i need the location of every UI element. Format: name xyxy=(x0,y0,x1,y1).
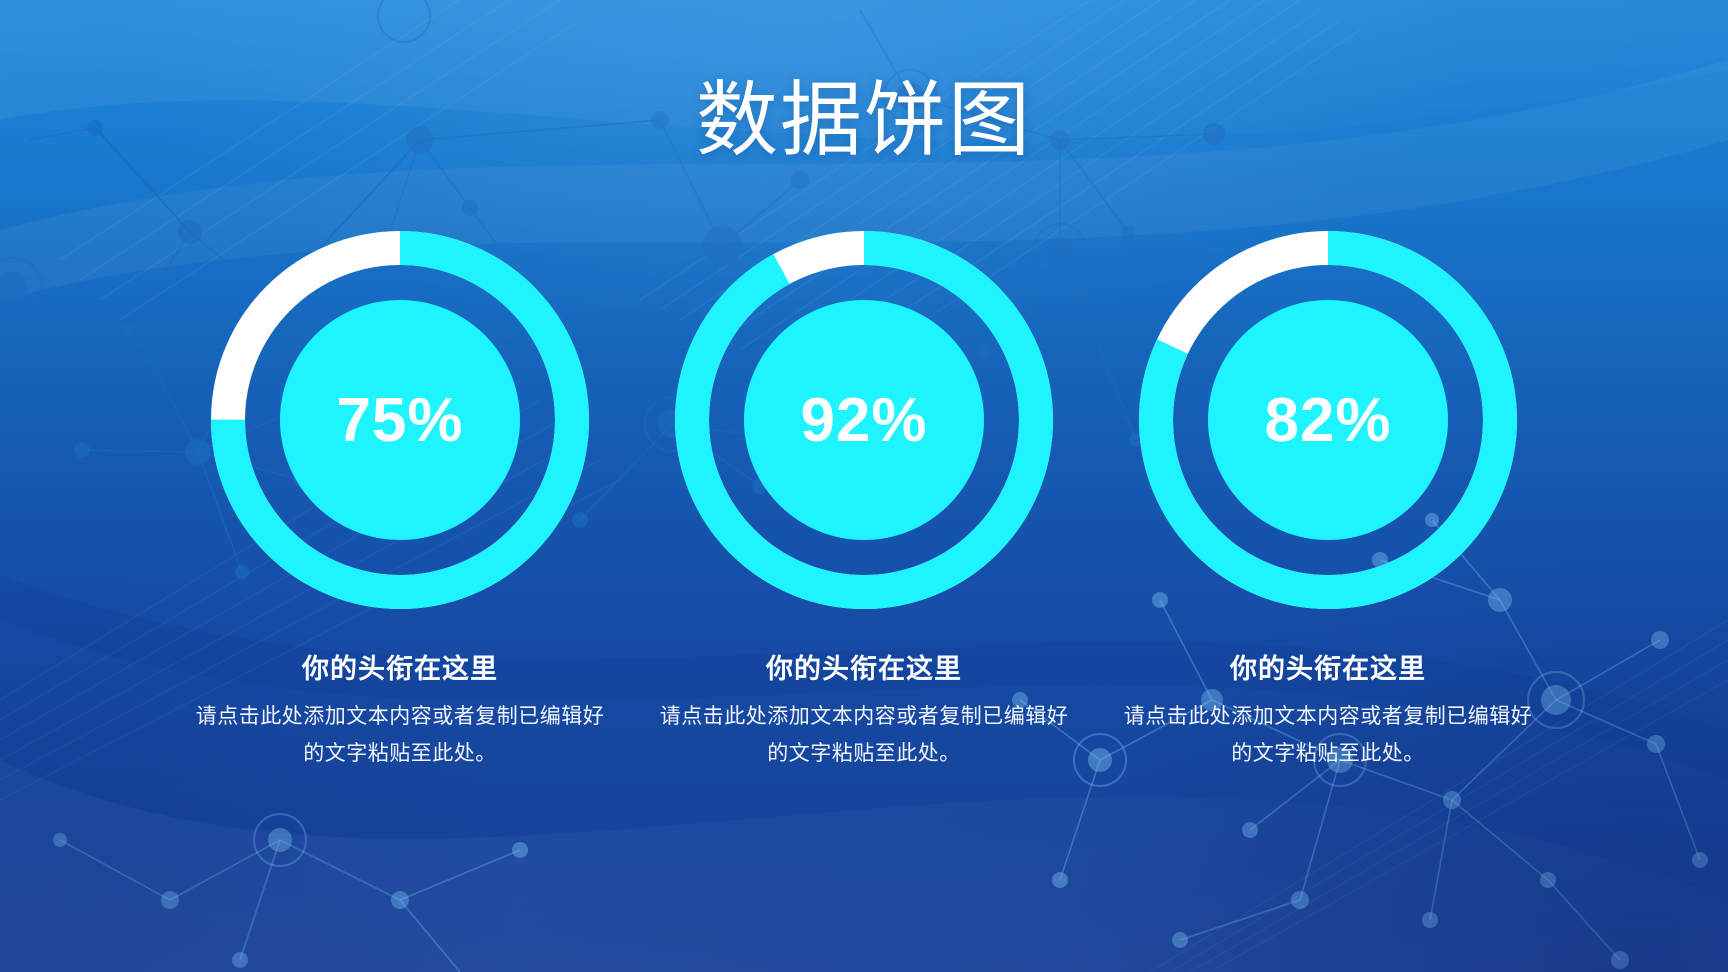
donut-card-2-caption: 你的头衔在这里 请点击此处添加文本内容或者复制已编辑好的文字粘贴至此处。 xyxy=(649,652,1079,773)
donut-2-inner-disc xyxy=(744,300,984,540)
donut-chart-2[interactable]: 92% xyxy=(674,230,1054,610)
donut-card-3-title: 你的头衔在这里 xyxy=(1230,654,1426,684)
donut-1-inner-disc xyxy=(280,300,520,540)
donut-card-2-title: 你的头衔在这里 xyxy=(766,654,962,684)
donut-card-2-body: 请点击此处添加文本内容或者复制已编辑好的文字粘贴至此处。 xyxy=(659,705,1069,765)
donut-chart-2-svg xyxy=(675,231,1053,609)
donut-card-2: 92% 你的头衔在这里 请点击此处添加文本内容或者复制已编辑好的文字粘贴至此处。 xyxy=(632,230,1096,773)
donut-card-3-body: 请点击此处添加文本内容或者复制已编辑好的文字粘贴至此处。 xyxy=(1123,705,1533,765)
donut-3-value-label: 82% xyxy=(1264,385,1392,455)
donut-chart-1[interactable]: 75% xyxy=(210,230,590,610)
donut-chart-3[interactable]: 82% xyxy=(1138,230,1518,610)
page-title: 数据饼图 xyxy=(695,75,1032,166)
donut-2-progress-arc xyxy=(675,231,1053,609)
donut-1-progress-arc xyxy=(211,231,589,609)
donut-chart-3-svg xyxy=(1139,231,1517,609)
donut-3-inner-disc xyxy=(1208,300,1448,540)
donut-2-value-label: 92% xyxy=(800,385,928,455)
donut-card-1-body: 请点击此处添加文本内容或者复制已编辑好的文字粘贴至此处。 xyxy=(195,705,605,765)
donut-card-1-caption: 你的头衔在这里 请点击此处添加文本内容或者复制已编辑好的文字粘贴至此处。 xyxy=(185,652,615,773)
donut-chart-row: 75% 你的头衔在这里 请点击此处添加文本内容或者复制已编辑好的文字粘贴至此处。… xyxy=(0,230,1728,773)
donut-chart-1-svg xyxy=(211,231,589,609)
donut-card-3: 82% 你的头衔在这里 请点击此处添加文本内容或者复制已编辑好的文字粘贴至此处。 xyxy=(1096,230,1560,773)
donut-card-1-title: 你的头衔在这里 xyxy=(302,654,498,684)
donut-card-3-caption: 你的头衔在这里 请点击此处添加文本内容或者复制已编辑好的文字粘贴至此处。 xyxy=(1113,652,1543,773)
donut-1-value-label: 75% xyxy=(336,385,464,455)
donut-card-1: 75% 你的头衔在这里 请点击此处添加文本内容或者复制已编辑好的文字粘贴至此处。 xyxy=(168,230,632,773)
donut-3-progress-arc xyxy=(1139,231,1517,609)
